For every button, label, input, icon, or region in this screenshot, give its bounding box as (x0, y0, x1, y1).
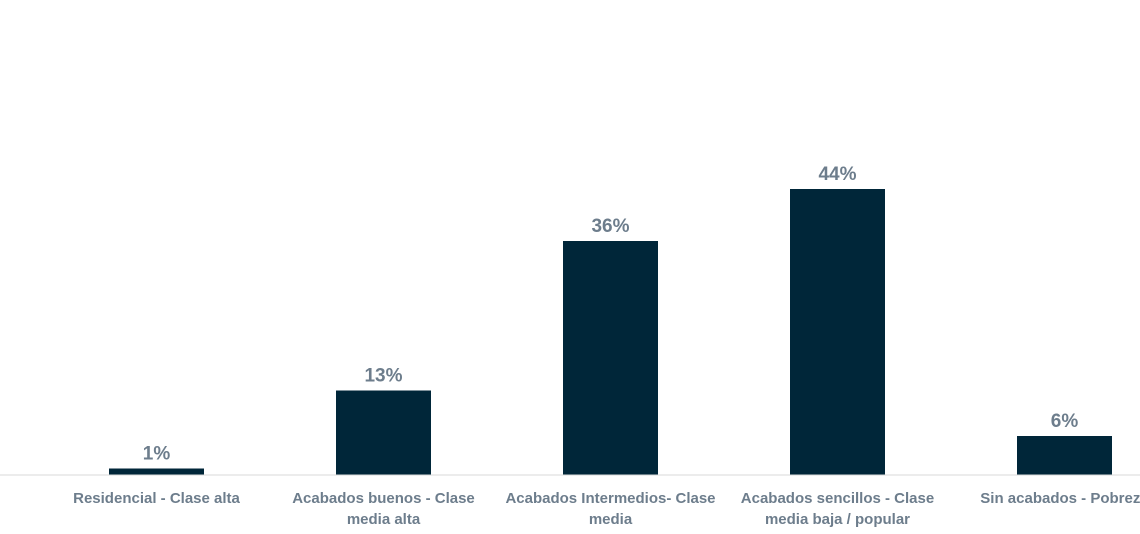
category-label-1-line-1: media alta (347, 511, 421, 528)
bar-0 (109, 468, 204, 475)
category-label-3-line-1: media baja / popular (765, 511, 910, 528)
category-labels-layer: Residencial - Clase alta Acabados buenos … (73, 490, 1140, 528)
data-label-3: 44% (818, 164, 856, 185)
bar-2 (563, 241, 658, 475)
data-label-2: 36% (591, 216, 629, 237)
bars-layer (109, 189, 1112, 475)
bar-3 (790, 189, 885, 475)
bar-4 (1017, 436, 1112, 475)
category-label-4-line-0: Sin acabados - Pobreza (980, 490, 1140, 507)
value-labels-layer: 1% 13% 36% 44% 6% (143, 164, 1079, 465)
bar-1 (336, 390, 431, 475)
category-label-3-line-0: Acabados sencillos - Clase (741, 490, 934, 507)
category-label-2: Acabados Intermedios- Clase media (505, 490, 715, 528)
category-label-0: Residencial - Clase alta (73, 490, 240, 507)
category-label-1-line-0: Acabados buenos - Clase (292, 490, 475, 507)
category-label-2-line-0: Acabados Intermedios- Clase (505, 490, 715, 507)
category-label-0-line-0: Residencial - Clase alta (73, 490, 240, 507)
data-label-0: 1% (143, 444, 171, 465)
data-label-4: 6% (1051, 411, 1079, 432)
category-label-2-line-1: media (589, 511, 633, 528)
category-label-3: Acabados sencillos - Clase media baja / p… (741, 490, 934, 528)
category-label-4: Sin acabados - Pobreza (980, 490, 1140, 507)
category-label-1: Acabados buenos - Clase media alta (292, 490, 475, 528)
data-label-1: 13% (364, 366, 402, 387)
